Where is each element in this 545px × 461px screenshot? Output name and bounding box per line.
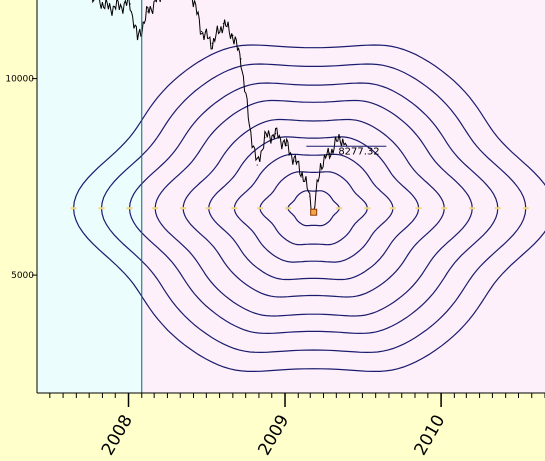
price-point <box>319 164 322 166</box>
price-series <box>92 0 348 213</box>
y-tick-label: 10000 <box>5 75 34 85</box>
price-point <box>264 136 266 139</box>
price-point <box>294 160 296 162</box>
price-point <box>286 144 288 147</box>
price-line <box>92 0 348 211</box>
price-point <box>136 38 139 40</box>
price-point <box>201 30 203 33</box>
price-point <box>211 42 213 44</box>
x-tick-label: 2009 <box>254 412 293 458</box>
annotation-label: 8277.32 <box>338 146 379 157</box>
pivot-marker <box>310 208 318 216</box>
price-point <box>345 144 348 147</box>
x-tick-label: 2008 <box>98 412 137 458</box>
price-point <box>328 152 331 154</box>
price-point <box>256 164 258 166</box>
price-point <box>240 58 242 60</box>
price-point <box>232 34 234 36</box>
contour-rings <box>70 44 545 372</box>
price-point <box>129 3 131 5</box>
price-point <box>309 195 311 198</box>
x-tick-label: 2010 <box>410 412 449 458</box>
price-point <box>275 133 277 135</box>
price-point <box>107 7 110 9</box>
price-point <box>301 172 303 174</box>
price-point <box>248 125 251 127</box>
highlight-region <box>37 0 142 393</box>
price-point <box>147 11 149 13</box>
y-tick-label: 5000 <box>11 271 34 281</box>
price-point <box>222 22 225 25</box>
price-point <box>339 136 341 139</box>
annotation: 8277.32 <box>306 145 387 157</box>
